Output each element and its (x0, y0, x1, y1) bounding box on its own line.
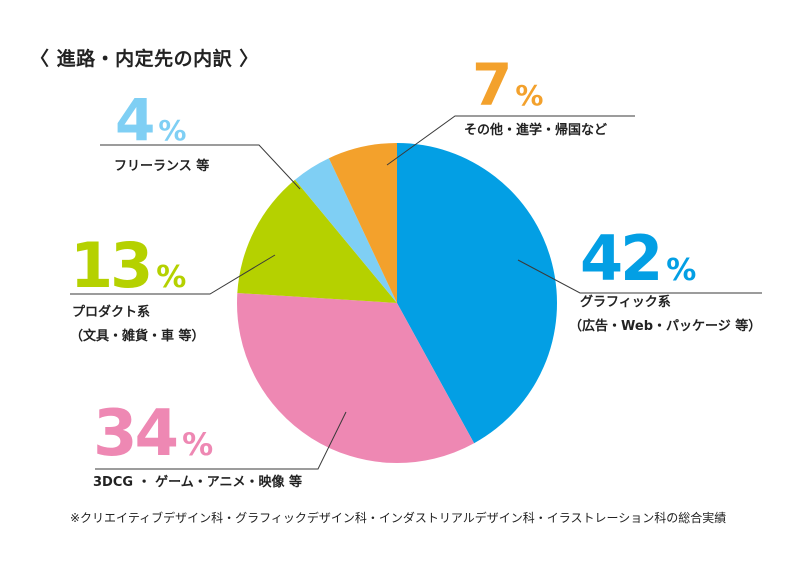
category-label-2-1: （文具・雑貨・車 等） (70, 328, 205, 344)
footnote: ※クリエイティブデザイン科・グラフィックデザイン科・インダストリアルデザイン科・… (70, 511, 727, 525)
category-label-4-0: その他・進学・帰国など (464, 122, 607, 138)
percent-value-2: 13 (70, 229, 150, 302)
pie-slice-2 (237, 179, 397, 303)
pie-slice-1 (237, 292, 475, 463)
leader-line-1 (95, 411, 347, 470)
percent-value-4: 7 (472, 51, 509, 119)
percent-label-2: 13% (70, 229, 186, 302)
leader-line-0 (517, 259, 762, 294)
category-label-0-1: （広告・Web・パッケージ 等） (569, 318, 761, 334)
percent-label-4: 7% (472, 51, 543, 119)
percent-unit-4: % (515, 79, 543, 112)
percent-value-3: 4 (115, 86, 153, 154)
percent-label-3: 4% (115, 86, 186, 154)
leader-line-2 (70, 254, 276, 295)
pie-slice-0 (397, 143, 558, 444)
pie-slices (237, 143, 558, 463)
category-label-0-0: グラフィック系 (580, 294, 671, 310)
percent-unit-0: % (666, 253, 696, 288)
percent-unit-2: % (156, 260, 186, 295)
category-label-3-0: フリーランス 等 (114, 158, 209, 174)
percent-label-0: 42% (580, 222, 696, 295)
chart-title: 〈 進路・内定先の内訳 〉 (30, 48, 259, 70)
leader-line-3 (100, 144, 301, 190)
leader-line-4 (386, 115, 635, 166)
percent-unit-1: % (182, 427, 213, 463)
percent-value-0: 42 (580, 222, 660, 295)
percent-label-1: 34% (93, 397, 213, 471)
category-label-2-0: プロダクト系 (72, 304, 150, 320)
percent-value-1: 34 (93, 397, 177, 471)
pie-slice-4 (328, 143, 397, 303)
percent-unit-3: % (158, 114, 186, 147)
pie-slice-3 (295, 158, 397, 303)
category-label-1-0: 3DCG ・ ゲーム・アニメ・映像 等 (93, 474, 302, 490)
